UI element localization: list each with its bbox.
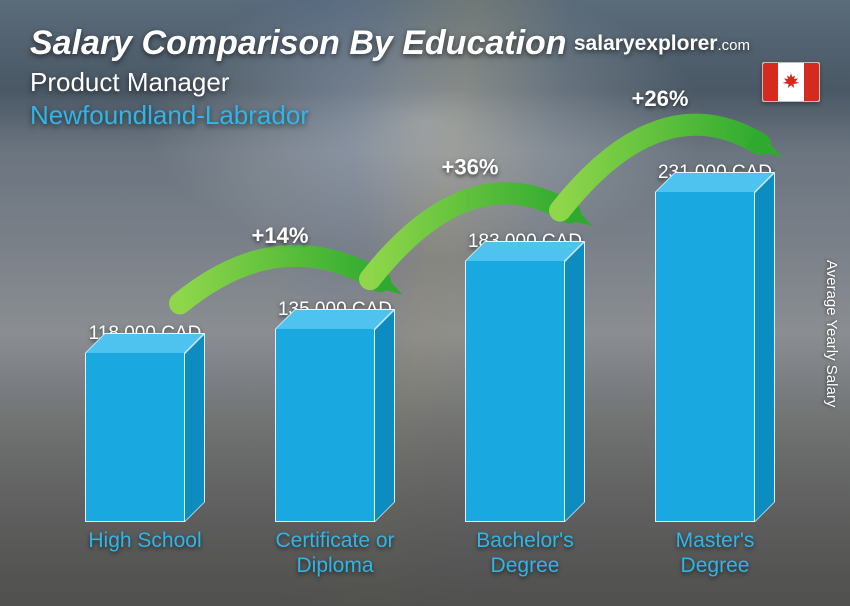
flag-stripe-right	[804, 63, 819, 101]
flag-stripe-left	[763, 63, 778, 101]
brand-logo: salaryexplorer.com	[574, 32, 750, 56]
increase-arc	[370, 193, 570, 279]
bar-chart: 118,000 CAD135,000 CAD183,000 CAD231,000…	[50, 108, 810, 588]
y-axis-label: Average Yearly Salary	[823, 260, 840, 407]
maple-leaf-icon	[781, 72, 801, 92]
brand-suffix: .com	[717, 37, 750, 54]
flag-canada	[762, 62, 820, 102]
arcs-layer: +14%+36%+26%	[50, 108, 810, 588]
chart-title: Salary Comparison By Education	[30, 24, 567, 63]
increase-arc	[560, 125, 760, 211]
header: Salary Comparison By Education Product M…	[30, 24, 567, 131]
arc-percent-label: +36%	[442, 155, 499, 180]
increase-arc	[180, 256, 380, 304]
chart-subtitle: Product Manager	[30, 67, 567, 98]
chart-region: Newfoundland-Labrador	[30, 100, 567, 131]
arc-percent-label: +14%	[252, 223, 309, 248]
brand-name: salaryexplorer	[574, 32, 718, 55]
arc-percent-label: +26%	[632, 86, 689, 111]
